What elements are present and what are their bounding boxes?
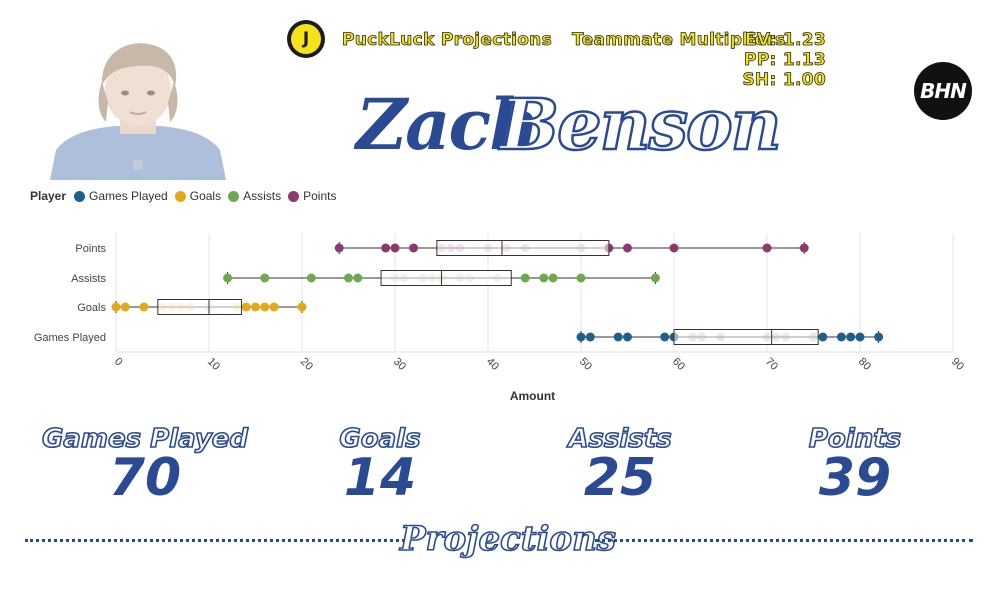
x-tick-label: 50 — [577, 356, 594, 373]
stat-value-points: 39 — [818, 448, 892, 508]
legend-item-goals: Goals — [174, 189, 222, 203]
x-tick-label: 10 — [205, 356, 222, 373]
data-point — [874, 332, 884, 342]
stat-value-assists: 25 — [583, 448, 657, 508]
data-point — [669, 243, 679, 253]
puckluck-logo-glyph: J — [302, 29, 310, 49]
legend-swatch — [228, 190, 240, 202]
y-tick-label: Games Played — [34, 332, 106, 344]
legend-title: Player — [30, 189, 67, 203]
data-point — [111, 302, 121, 312]
multipliers-title: Teammate Multipliers — [572, 30, 786, 51]
multiplier-sh: SH: 1.00 — [742, 70, 826, 91]
data-point — [241, 302, 251, 312]
data-point — [836, 332, 846, 342]
data-point — [548, 273, 558, 283]
bhn-logo: BHN — [914, 62, 972, 120]
data-point — [139, 302, 149, 312]
iqr-box — [673, 329, 819, 345]
x-tick-label: 90 — [949, 356, 966, 373]
iqr-box — [380, 270, 512, 286]
player-photo — [50, 38, 226, 180]
data-point — [390, 243, 400, 253]
player-first-name: Zach — [356, 83, 540, 166]
footer-divider-right — [595, 539, 973, 542]
legend-item-games-played: Games Played — [74, 189, 168, 203]
data-point — [762, 243, 772, 253]
footer-divider-left — [25, 539, 405, 542]
data-point — [260, 273, 270, 283]
iqr-box — [436, 240, 610, 256]
data-point — [223, 273, 233, 283]
data-point — [260, 302, 270, 312]
data-point — [576, 273, 586, 283]
iqr-box — [157, 299, 243, 315]
x-tick-label: 40 — [484, 356, 501, 373]
footer-title: Projections — [399, 519, 617, 559]
data-point — [269, 302, 279, 312]
y-tick-label: Points — [75, 243, 106, 255]
legend-label: Goals — [189, 189, 222, 203]
data-point — [623, 332, 632, 342]
x-tick-label: 0 — [112, 356, 125, 369]
data-point — [855, 332, 865, 342]
multiplier-pp: PP: 1.13 — [744, 50, 826, 71]
legend-label: Points — [303, 189, 337, 203]
brand-name: PuckLuck Projections — [342, 30, 553, 51]
chart-legend: Player Games Played Goals Assists Points — [30, 189, 339, 203]
stat-value-games-played: 70 — [108, 448, 182, 508]
data-point — [539, 273, 549, 283]
legend-item-assists: Assists — [228, 189, 281, 203]
multiplier-ev: EV: 1.23 — [744, 30, 827, 51]
stat-label-points: Points — [808, 424, 902, 454]
x-tick-label: 60 — [670, 356, 687, 373]
data-point — [660, 332, 670, 342]
data-point — [353, 273, 363, 283]
x-tick-label: 30 — [391, 356, 408, 373]
box-plot-chart: 0 10 20 30 40 50 60 70 80 90 Amount Points Assists Go… — [34, 233, 966, 403]
data-point — [520, 273, 530, 283]
data-point — [650, 273, 660, 283]
data-point — [344, 273, 353, 283]
data-point — [306, 273, 316, 283]
stat-label-goals: Goals — [339, 424, 422, 454]
data-point — [576, 332, 586, 342]
y-tick-label: Goals — [77, 302, 106, 314]
bhn-logo-text: BHN — [920, 79, 967, 103]
stat-label-assists: Assists — [568, 424, 673, 454]
data-point — [623, 243, 632, 253]
data-point — [381, 243, 391, 253]
x-tick-label: 70 — [763, 356, 780, 373]
legend-label: Assists — [243, 189, 282, 203]
data-point — [297, 302, 307, 312]
x-axis-label: Amount — [510, 389, 555, 403]
data-point — [585, 332, 595, 342]
data-point — [613, 332, 623, 342]
x-tick-label: 20 — [298, 356, 315, 373]
stat-label-games-played: Games Played — [41, 424, 249, 454]
data-point — [818, 332, 828, 342]
stat-value-goals: 14 — [343, 448, 417, 508]
data-point — [334, 243, 344, 253]
x-tick-label: 80 — [856, 356, 873, 373]
data-point — [120, 302, 130, 312]
data-point — [251, 302, 260, 312]
puckluck-logo: J — [287, 20, 325, 58]
y-tick-label: Assists — [71, 273, 106, 285]
legend-swatch — [174, 190, 186, 202]
legend-label: Games Played — [89, 189, 168, 203]
player-last-name: Benson — [499, 83, 783, 166]
data-point — [799, 243, 809, 253]
legend-swatch — [288, 190, 300, 202]
data-point — [409, 243, 419, 253]
legend-item-points: Points — [288, 189, 336, 203]
legend-swatch — [74, 190, 86, 202]
data-point — [846, 332, 856, 342]
